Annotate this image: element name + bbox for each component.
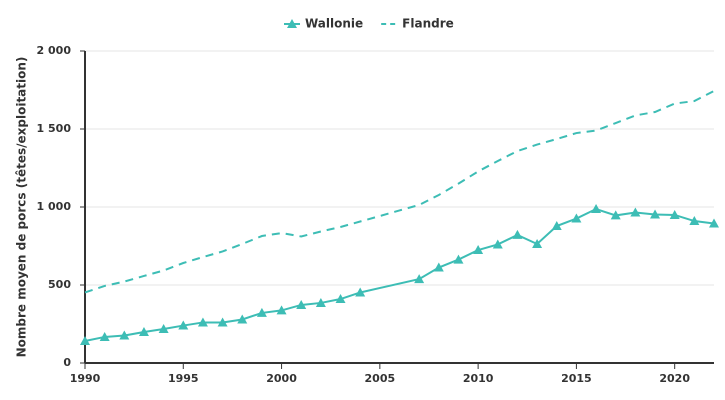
x-tick-label: 2015 xyxy=(561,372,592,385)
data-point xyxy=(315,297,326,307)
data-point xyxy=(532,238,543,248)
data-point xyxy=(237,314,248,324)
x-tick-label: 2005 xyxy=(365,372,396,385)
data-point xyxy=(355,287,366,297)
y-tick-label: 1 000 xyxy=(37,200,72,213)
data-point xyxy=(453,254,464,264)
series-line xyxy=(84,207,715,342)
y-tick-label: 500 xyxy=(48,278,71,291)
data-point xyxy=(669,209,680,219)
data-point xyxy=(709,218,719,228)
data-point xyxy=(178,320,189,330)
x-tick-label: 2000 xyxy=(266,372,297,385)
x-tick-label: 1990 xyxy=(70,372,101,385)
data-point xyxy=(414,274,425,284)
legend-marker xyxy=(287,19,297,28)
data-point xyxy=(99,331,110,341)
data-point xyxy=(689,216,700,226)
data-point xyxy=(276,305,287,315)
legend-label: Flandre xyxy=(402,17,454,31)
data-point xyxy=(296,299,307,309)
data-point xyxy=(551,221,562,231)
data-point xyxy=(433,262,444,272)
data-point xyxy=(119,330,130,340)
y-tick-label: 2 000 xyxy=(37,44,72,57)
data-point xyxy=(138,326,149,336)
x-tick-label: 2020 xyxy=(659,372,690,385)
data-point xyxy=(571,213,582,223)
y-tick-label: 1 500 xyxy=(37,122,72,135)
data-point xyxy=(256,307,267,317)
y-tick-label: 0 xyxy=(63,356,71,369)
y-axis-label: Nombre moyen de porcs (têtes/exploitatio… xyxy=(15,57,29,358)
data-point xyxy=(492,239,503,249)
x-tick-label: 2010 xyxy=(463,372,494,385)
x-tick-label: 1995 xyxy=(168,372,199,385)
data-point xyxy=(80,336,90,346)
data-point xyxy=(473,245,484,255)
data-point xyxy=(512,229,523,239)
data-point xyxy=(610,210,621,220)
data-point xyxy=(197,317,208,327)
data-point xyxy=(650,209,661,219)
data-point xyxy=(217,317,228,327)
data-point xyxy=(591,204,602,214)
data-point xyxy=(335,294,346,304)
legend-label: Wallonie xyxy=(305,17,363,31)
data-point xyxy=(630,207,641,217)
series-line xyxy=(84,90,715,294)
data-point xyxy=(158,323,169,333)
